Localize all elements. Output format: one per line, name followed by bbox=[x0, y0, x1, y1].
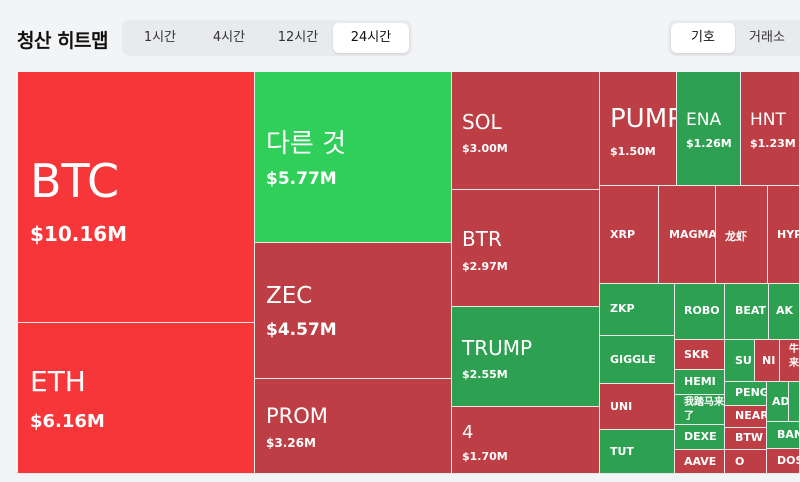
tile-magma[interactable]: MAGMA bbox=[659, 186, 716, 284]
tile-value: $1.23M bbox=[750, 137, 796, 150]
tile-symbol: DOS bbox=[777, 454, 799, 467]
tile-symbol: SU bbox=[735, 354, 752, 367]
tile-dos[interactable]: DOS bbox=[767, 449, 800, 474]
tile-symbol: BAN bbox=[777, 428, 799, 441]
tile-skr[interactable]: SKR bbox=[675, 340, 725, 370]
tile-btr[interactable]: BTR $2.97M bbox=[452, 190, 600, 307]
tile-symbol: ZEC bbox=[266, 283, 313, 309]
tile-ad[interactable]: AD bbox=[767, 382, 789, 422]
tile-sol[interactable]: SOL $3.00M bbox=[452, 72, 600, 190]
group-option-exchange[interactable]: 거래소 bbox=[749, 30, 785, 45]
tile-ni[interactable]: NI bbox=[755, 340, 780, 382]
tile-value: $6.16M bbox=[30, 411, 105, 432]
tile-symbol: O bbox=[735, 455, 745, 468]
tile-symbol: AD bbox=[772, 395, 789, 408]
tile-eth[interactable]: ETH $6.16M bbox=[18, 323, 255, 474]
tile-btw[interactable]: BTW bbox=[725, 428, 767, 450]
tile-tut[interactable]: TUT bbox=[600, 430, 675, 474]
tile-symbol: UNI bbox=[610, 400, 633, 413]
tile-dexe[interactable]: DEXE bbox=[675, 425, 725, 450]
tile-symbol: TRUMP bbox=[462, 336, 533, 360]
tile-pump[interactable]: PUMP $1.50M bbox=[600, 72, 677, 186]
tile-other[interactable]: 다른 것 $5.77M bbox=[255, 72, 452, 243]
tile-near[interactable]: NEAR bbox=[725, 406, 767, 428]
tile-symbol: 다른 것 bbox=[266, 129, 347, 159]
tile-o[interactable]: O bbox=[725, 450, 767, 474]
time-range-selector: 1시간 4시간 12시간 24시간 bbox=[122, 20, 412, 56]
tile-prom[interactable]: PROM $3.26M bbox=[255, 379, 452, 474]
group-by-selector: 기호 거래소 bbox=[668, 20, 800, 56]
tile-value: $1.50M bbox=[610, 145, 656, 158]
time-option-12h[interactable]: 12시간 bbox=[277, 30, 319, 45]
tile-symbol: BTW bbox=[735, 431, 764, 444]
tile-symbol: 4 bbox=[462, 422, 474, 443]
tile-symbol: AK bbox=[776, 304, 794, 317]
tile-value: $3.26M bbox=[266, 436, 316, 450]
tile-symbol: BEAT bbox=[735, 304, 767, 317]
tile-zkp[interactable]: ZKP bbox=[600, 284, 675, 336]
tile-symbol: BTC bbox=[30, 154, 120, 208]
tile-woyou[interactable]: 我踏马来了 bbox=[675, 395, 725, 425]
tile-ena[interactable]: ENA $1.26M bbox=[677, 72, 741, 186]
tile-symbol: XRP bbox=[610, 228, 636, 241]
group-option-symbol[interactable]: 기호 bbox=[671, 23, 735, 53]
tile-peng[interactable]: PENG bbox=[725, 382, 767, 406]
tile-trump[interactable]: TRUMP $2.55M bbox=[452, 307, 600, 407]
tile-value: $2.97M bbox=[462, 260, 508, 273]
tile-symbol: PENG bbox=[735, 386, 767, 399]
tile-symbol: HNT bbox=[750, 110, 786, 130]
tile-symbol: NEAR bbox=[735, 409, 767, 422]
tile-hyp[interactable]: HYP bbox=[768, 186, 800, 284]
tile-robo[interactable]: ROBO bbox=[675, 284, 725, 340]
tile-symbol: TUT bbox=[610, 445, 634, 458]
tile-value: $1.26M bbox=[686, 137, 732, 150]
tile-symbol: AAVE bbox=[684, 455, 717, 468]
tile-value: $10.16M bbox=[30, 222, 128, 246]
tile-symbol: 龙虾 bbox=[725, 230, 747, 243]
tile-zec[interactable]: ZEC $4.57M bbox=[255, 243, 452, 379]
tile-symbol: 牛来 bbox=[789, 344, 799, 369]
tile-btc[interactable]: BTC $10.16M bbox=[18, 72, 255, 323]
tile-ban[interactable]: BAN bbox=[767, 422, 800, 449]
tile-symbol: ROBO bbox=[684, 304, 720, 317]
tile-symbol: BTR bbox=[462, 227, 502, 251]
tile-symbol: PUMP bbox=[610, 104, 677, 134]
tile-symbol: HEMI bbox=[684, 375, 716, 388]
tile-giggle[interactable]: GIGGLE bbox=[600, 336, 675, 384]
liquidation-treemap: BTC $10.16M ETH $6.16M 다른 것 $5.77M ZEC $… bbox=[18, 72, 800, 474]
page-title: 청산 히트맵 bbox=[17, 30, 109, 52]
tile-value: $1.70M bbox=[462, 450, 508, 463]
tile-symbol: HYP bbox=[777, 228, 800, 241]
tile-symbol: NI bbox=[762, 354, 776, 367]
tile-symbol: SKR bbox=[684, 348, 709, 361]
tile-symbol: MAGMA bbox=[669, 228, 716, 241]
tile-hemi[interactable]: HEMI bbox=[675, 370, 725, 395]
tile-uni[interactable]: UNI bbox=[600, 384, 675, 430]
tile-symbol: ETH bbox=[30, 365, 86, 398]
tile-symbol: SOL bbox=[462, 110, 502, 134]
tile-aave[interactable]: AAVE bbox=[675, 450, 725, 474]
tile-symbol: ZKP bbox=[610, 302, 635, 315]
tile-symbol: GIGGLE bbox=[610, 353, 656, 366]
tile-misc-small[interactable] bbox=[789, 382, 800, 422]
tile-hnt[interactable]: HNT $1.23M bbox=[741, 72, 800, 186]
tile-longxia[interactable]: 龙虾 bbox=[716, 186, 768, 284]
tile-beat[interactable]: BEAT bbox=[725, 284, 769, 340]
tile-value: $4.57M bbox=[266, 320, 337, 340]
tile-value: $2.55M bbox=[462, 368, 508, 381]
tile-symbol: ENA bbox=[686, 110, 722, 130]
time-option-24h[interactable]: 24시간 bbox=[333, 23, 409, 53]
tile-xrp[interactable]: XRP bbox=[600, 186, 659, 284]
tile-su[interactable]: SU bbox=[725, 340, 755, 382]
time-option-1h[interactable]: 1시간 bbox=[143, 30, 177, 45]
tile-symbol: PROM bbox=[266, 404, 328, 428]
tile-symbol: DEXE bbox=[684, 430, 717, 443]
tile-4[interactable]: 4 $1.70M bbox=[452, 407, 600, 474]
tile-value: $3.00M bbox=[462, 142, 508, 155]
tile-niu[interactable]: 牛来 bbox=[780, 340, 800, 382]
tile-symbol: 我踏马来了 bbox=[684, 397, 724, 422]
tile-ak[interactable]: AK bbox=[769, 284, 800, 340]
time-option-4h[interactable]: 4시간 bbox=[212, 30, 246, 45]
tile-value: $5.77M bbox=[266, 169, 337, 189]
